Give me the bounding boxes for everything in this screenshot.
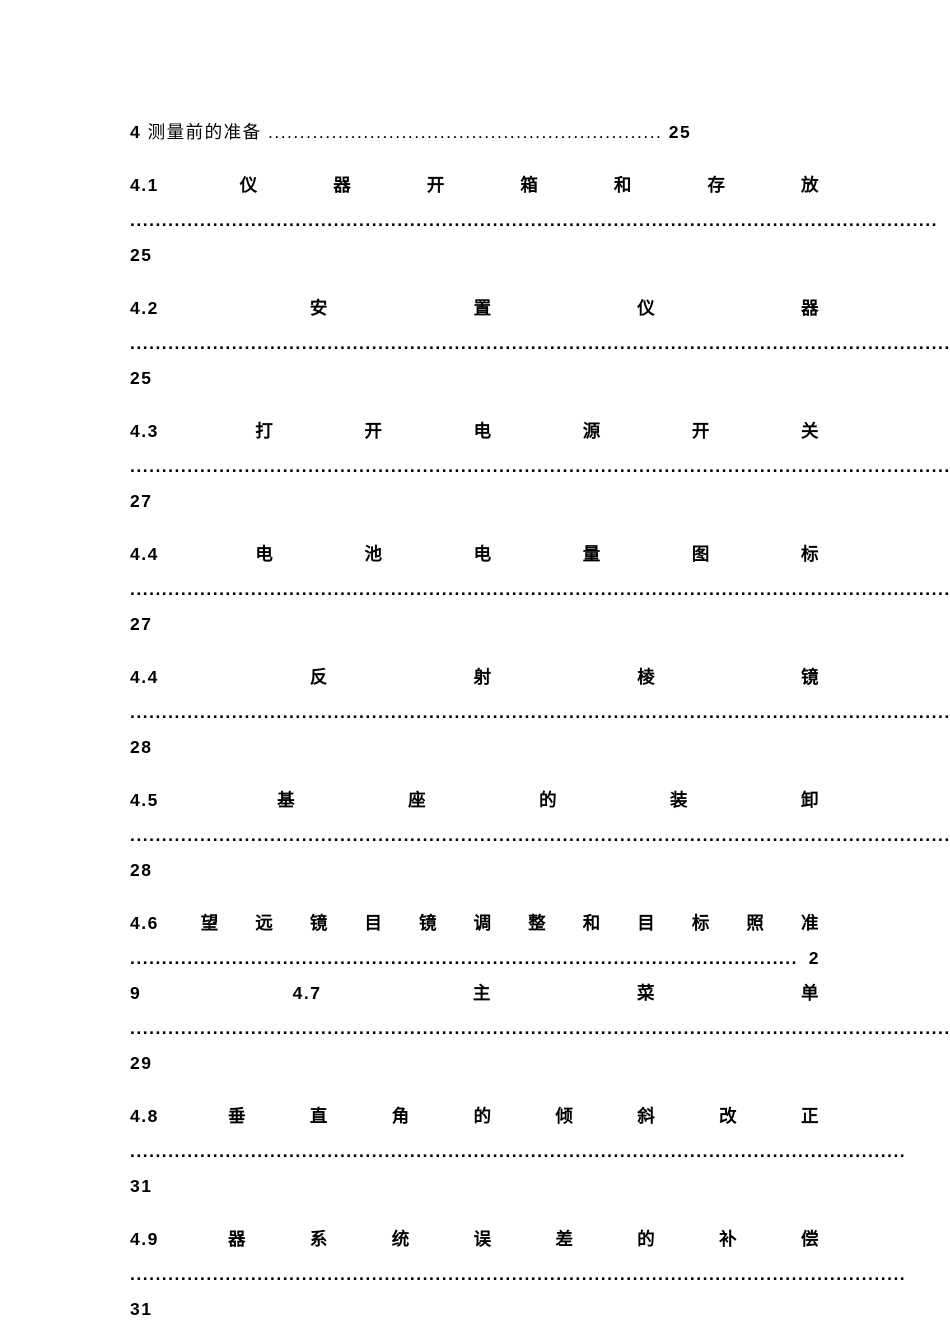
- entry-page: 31: [130, 1176, 152, 1196]
- entry-title: 器系统误差的补偿: [159, 1229, 820, 1249]
- toc-entry: 4.8 垂直角的倾斜改正 ...........................…: [130, 1099, 820, 1204]
- toc-entries: 4 测量前的准备 ...............................…: [130, 115, 820, 1327]
- toc-entry: 4.9 器系统误差的补偿 ...........................…: [130, 1222, 820, 1327]
- entry-title: 主菜单: [321, 983, 820, 1003]
- entry-page: 31: [130, 1299, 152, 1319]
- toc-container: 4 测量前的准备 ...............................…: [0, 0, 950, 1327]
- entry-leader: ........................................…: [130, 948, 809, 968]
- entry-page: 28: [130, 737, 152, 757]
- entry-leader: ........................................…: [130, 1264, 906, 1284]
- entry-title: 电池电量图标: [159, 544, 820, 564]
- entry-title: 望远镜目镜调整和目标照准: [159, 913, 820, 933]
- entry-number: 4.5: [130, 790, 159, 810]
- entry-leader: ........................................…: [268, 122, 669, 142]
- entry-leader: ........................................…: [130, 1141, 906, 1161]
- entry-leader: ........................................…: [130, 579, 950, 599]
- toc-entry: 4.1 仪器开箱和存放 ............................…: [130, 168, 820, 273]
- entry-title: 测量前的准备: [141, 122, 268, 142]
- toc-entry: 4 测量前的准备 ...............................…: [130, 115, 820, 150]
- entry-number: 4.1: [130, 175, 159, 195]
- toc-entry: 4.4 电池电量图标 .............................…: [130, 537, 820, 642]
- entry-number: 4.6: [130, 913, 159, 933]
- entry-title: 打开电源开关: [159, 421, 820, 441]
- entry-number: 4.4: [130, 544, 159, 564]
- entry-page: 25: [130, 368, 152, 388]
- entry-title: 仪器开箱和存放: [159, 175, 820, 195]
- toc-entry: 4.6 望远镜目镜调整和目标照准 .......................…: [130, 906, 820, 1081]
- entry-page: 29: [130, 1053, 152, 1073]
- entry-number: 4.4: [130, 667, 159, 687]
- entry-page: 28: [130, 860, 152, 880]
- entry-title: 垂直角的倾斜改正: [159, 1106, 820, 1126]
- toc-entry: 4.2 安置仪器 ...............................…: [130, 291, 820, 396]
- entry-leader: ........................................…: [130, 210, 938, 230]
- entry-number: 4.2: [130, 298, 159, 318]
- entry-leader: ........................................…: [130, 825, 950, 845]
- entry-number: 4: [130, 122, 141, 142]
- entry-title: 基座的装卸: [159, 790, 820, 810]
- entry-leader: ........................................…: [130, 333, 950, 353]
- entry-number: 4.7: [293, 983, 322, 1003]
- toc-entry: 4.3 打开电源开关 .............................…: [130, 414, 820, 519]
- toc-entry: 4.5 基座的装卸 ..............................…: [130, 783, 820, 888]
- entry-page: 25: [130, 245, 152, 265]
- entry-title: 反射棱镜: [159, 667, 820, 687]
- entry-page: 27: [130, 491, 152, 511]
- entry-leader: ........................................…: [130, 702, 950, 722]
- entry-page: 25: [669, 122, 691, 142]
- entry-number: 4.9: [130, 1229, 159, 1249]
- entry-title: 安置仪器: [159, 298, 820, 318]
- entry-number: 4.8: [130, 1106, 159, 1126]
- entry-page: 27: [130, 614, 152, 634]
- entry-leader: ........................................…: [130, 456, 950, 476]
- entry-leader: ........................................…: [130, 1018, 950, 1038]
- entry-number: 4.3: [130, 421, 159, 441]
- toc-entry: 4.4 反射棱镜 ...............................…: [130, 660, 820, 765]
